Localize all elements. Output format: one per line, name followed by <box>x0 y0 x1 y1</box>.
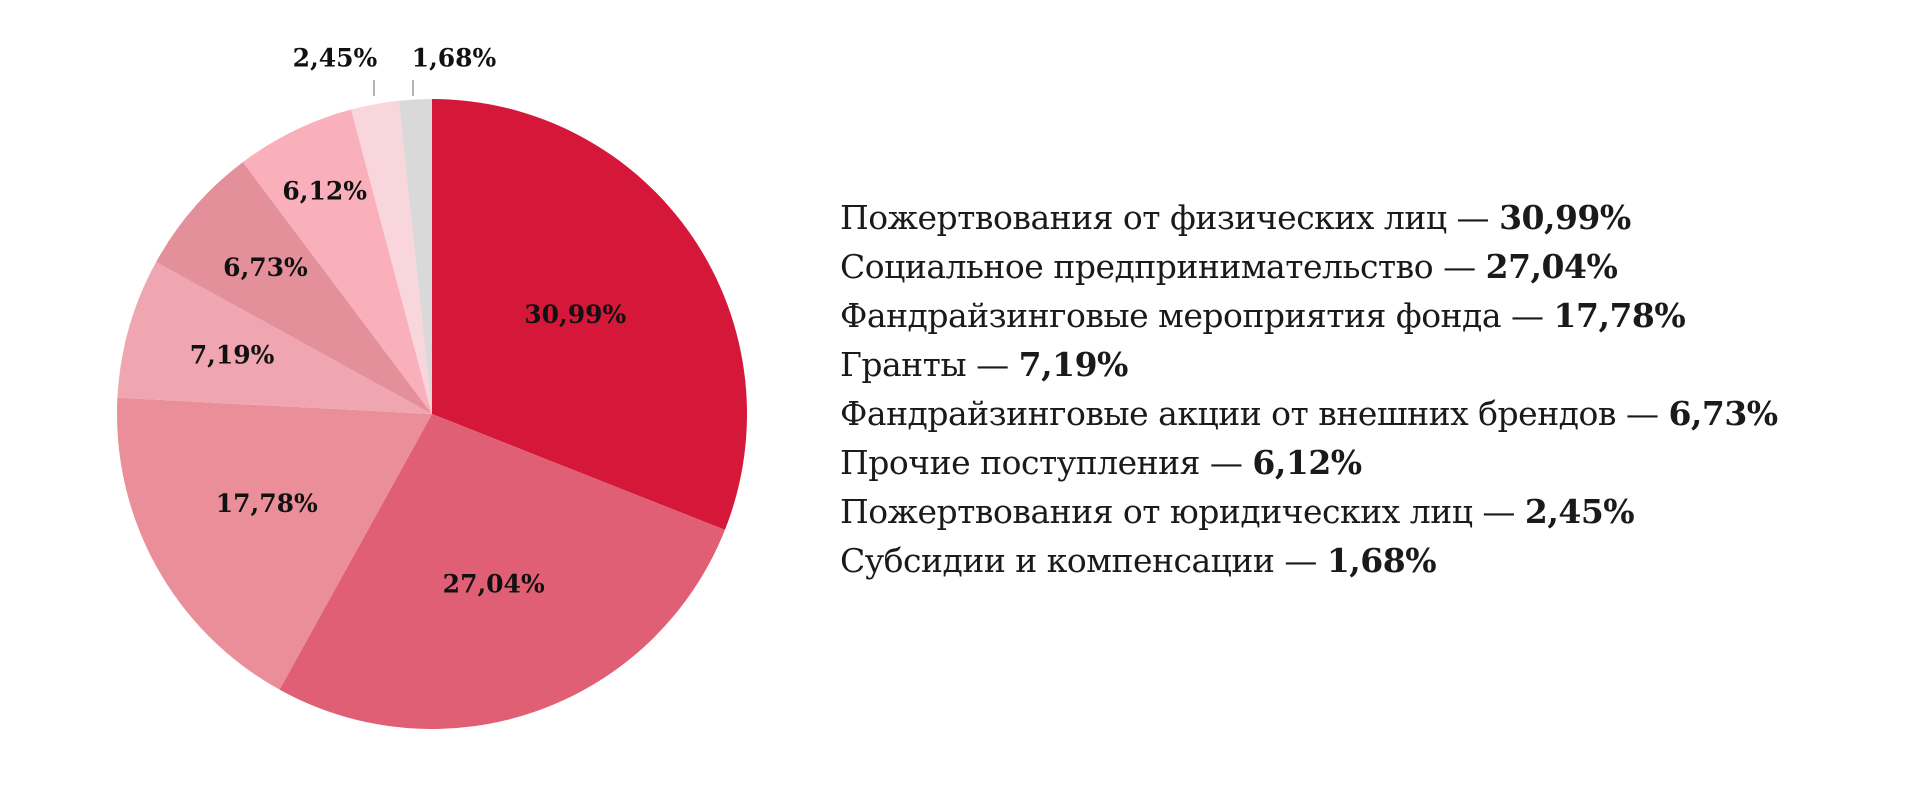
legend-item-value: 2,45% <box>1524 492 1635 531</box>
legend-item: Пожертвования от юридических лиц — 2,45% <box>840 487 1900 536</box>
slice-value-label: 30,99% <box>524 300 626 329</box>
slice-value-label: 7,19% <box>190 341 275 370</box>
pie-slice <box>351 100 432 414</box>
legend-item-text: Пожертвования от физических лиц — <box>840 198 1500 237</box>
legend-item-text: Фандрайзинговые акции от внешних брендов… <box>840 394 1669 433</box>
slice-value-label: 17,78% <box>216 489 318 518</box>
pie-slice <box>156 162 432 414</box>
legend-item-text: Гранты — <box>840 345 1019 384</box>
legend-item-text: Субсидии и компенсации — <box>840 541 1327 580</box>
slice-value-label: 1,68% <box>412 44 497 73</box>
chart-legend: Пожертвования от физических лиц — 30,99%… <box>840 193 1900 585</box>
pie-slice <box>117 261 433 414</box>
pie-leader-lines <box>373 80 414 96</box>
legend-item: Фандрайзинговые акции от внешних брендов… <box>840 389 1900 438</box>
slice-value-label: 27,04% <box>443 570 545 599</box>
legend-item-text: Пожертвования от юридических лиц — <box>840 492 1525 531</box>
legend-item-text: Социальное предпринимательство — <box>840 247 1486 286</box>
slice-value-label: 6,12% <box>282 177 367 206</box>
pie-slice <box>432 99 748 530</box>
legend-item-value: 27,04% <box>1485 247 1618 286</box>
legend-item-value: 30,99% <box>1499 198 1631 237</box>
slice-value-label: 6,73% <box>223 253 308 282</box>
legend-item-value: 7,19% <box>1018 345 1129 384</box>
legend-item-value: 6,73% <box>1668 394 1778 433</box>
legend-item: Пожертвования от физических лиц — 30,99% <box>840 193 1900 242</box>
legend-item-text: Прочие поступления — <box>840 443 1253 482</box>
pie-slice <box>279 414 725 730</box>
legend-item: Социальное предпринимательство — 27,04% <box>840 242 1900 291</box>
pie-slice <box>242 109 432 415</box>
legend-item-text: Фандрайзинговые мероприятия фонда — <box>840 296 1554 335</box>
slice-value-label: 2,45% <box>293 44 378 73</box>
legend-item: Фандрайзинговые мероприятия фонда — 17,7… <box>840 291 1900 340</box>
pie-slice-labels: 30,99% 27,04% 17,78% 7,19% 6,73% 6,12% 2,45% 1,… <box>190 44 627 599</box>
legend-item: Субсидии и компенсации — 1,68% <box>840 536 1900 585</box>
pie-slice <box>398 99 432 414</box>
pie-slice <box>116 397 432 690</box>
legend-item-value: 6,12% <box>1252 443 1362 482</box>
legend-item: Гранты — 7,19% <box>840 340 1900 389</box>
legend-item-value: 1,68% <box>1326 541 1437 580</box>
pie-slices <box>116 99 748 730</box>
legend-item: Прочие поступления — 6,12% <box>840 438 1900 487</box>
legend-item-value: 17,78% <box>1553 296 1686 335</box>
